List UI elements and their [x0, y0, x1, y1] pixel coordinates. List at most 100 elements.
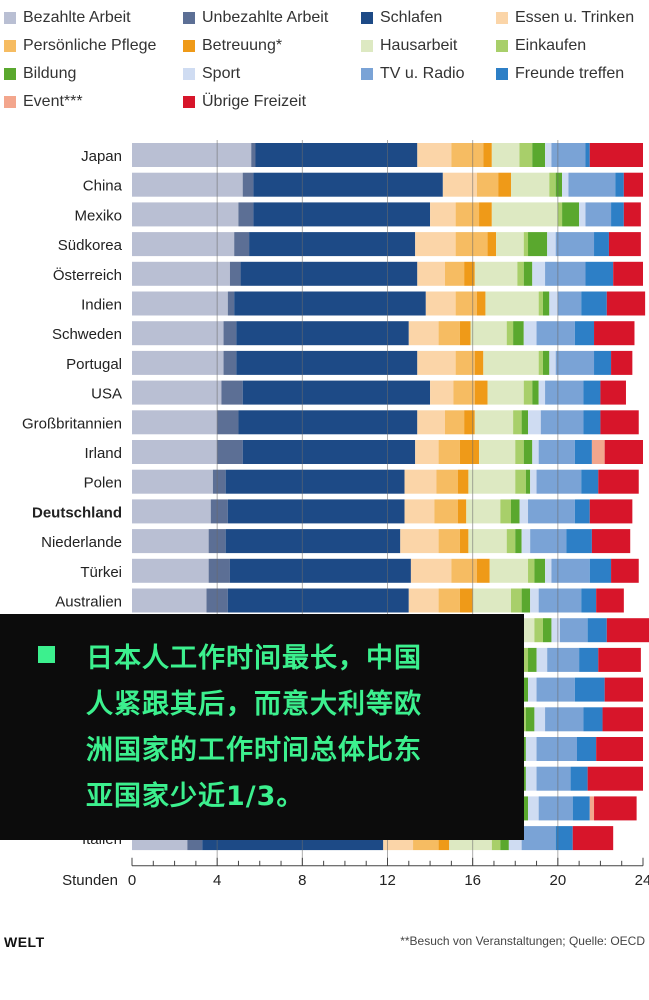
bar-segment [589, 143, 643, 167]
brand-logo: WELT [4, 934, 45, 950]
bar-segment [474, 261, 518, 286]
legend-item: Einkaufen [496, 36, 586, 56]
bar-segment [132, 380, 222, 405]
bar-segment [476, 291, 486, 316]
bar-segment [451, 143, 484, 167]
bar-segment [532, 440, 539, 464]
x-tick-label: 0 [128, 872, 136, 889]
bar-segment [521, 410, 529, 435]
bar-segment [600, 410, 639, 435]
bar-segment [132, 202, 239, 227]
bar-segment [468, 469, 516, 494]
bar-segment [415, 232, 456, 257]
bar-segment [536, 737, 577, 761]
bar-segment [240, 261, 418, 286]
bar-segment [545, 380, 584, 405]
bar-segment [404, 469, 437, 494]
bar-segment [555, 232, 595, 257]
bar-segment [417, 261, 445, 286]
bar-segment [547, 232, 556, 257]
bar-segment [623, 172, 643, 197]
bar-segment [574, 499, 590, 524]
category-label: Schweden [52, 326, 122, 343]
legend-swatch [4, 68, 16, 80]
bar-segment [536, 321, 575, 346]
legend-item: Essen u. Trinken [496, 8, 634, 28]
bar-segment [604, 440, 643, 464]
legend-swatch [361, 40, 373, 52]
bar-segment [557, 291, 582, 316]
bar-segment [474, 380, 488, 405]
bar-segment [430, 202, 456, 227]
caption-line-1: 日本人工作时间最长，中国 [86, 643, 422, 674]
bar-segment [523, 321, 537, 346]
bar-segment [615, 172, 624, 197]
bar-segment [581, 291, 607, 316]
legend-label: TV u. Radio [380, 65, 465, 82]
bar-segment [487, 232, 497, 257]
bar-segment [594, 350, 612, 375]
legend-item: Betreuung* [183, 36, 282, 56]
category-label: Indien [81, 297, 122, 314]
bar-segment [442, 172, 477, 197]
bar-segment [132, 558, 209, 583]
legend-label: Bezahlte Arbeit [23, 9, 131, 26]
bar-segment [596, 737, 643, 761]
bar-segment [227, 588, 409, 613]
legend-label: Event*** [23, 93, 83, 110]
bar-segment [468, 529, 507, 554]
bar-segment [132, 588, 207, 613]
bar-segment [457, 499, 467, 524]
bar-segment [464, 410, 475, 435]
bar-segment [459, 588, 473, 613]
bar-segment [459, 529, 469, 554]
bar-segment [472, 588, 511, 613]
legend-swatch [496, 40, 508, 52]
bar-segment [551, 143, 586, 167]
category-label: Mexiko [74, 207, 122, 224]
legend-label: Hausarbeit [380, 37, 458, 54]
bar-segment [223, 321, 237, 346]
bar-segment [534, 558, 546, 583]
legend-item: Persönliche Pflege [4, 36, 156, 56]
bar-segment [574, 677, 605, 702]
legend-swatch [183, 40, 195, 52]
bar-segment [483, 350, 539, 375]
caption-line-2: 人紧跟其后，而意大利等欧 [86, 689, 422, 720]
bar-segment [242, 380, 431, 405]
bar-segment [574, 440, 592, 464]
bar-segment [608, 232, 641, 257]
x-axis-label: Stunden [62, 872, 118, 889]
bar-segment [212, 469, 226, 494]
bar-segment [132, 291, 228, 316]
bar-segment [585, 143, 590, 167]
bar-segment [525, 766, 537, 791]
category-label: China [83, 178, 123, 195]
bar-segment [545, 261, 586, 286]
bar-segment [438, 321, 460, 346]
legend-label: Bildung [23, 65, 77, 82]
bar-segment [455, 202, 480, 227]
legend-swatch [183, 96, 195, 108]
bar-segment [611, 350, 633, 375]
bar-segment [611, 202, 624, 227]
bar-segment [242, 440, 416, 464]
bar-segment [225, 469, 405, 494]
bar-segment [415, 440, 439, 464]
bar-segment [236, 321, 409, 346]
bar-segment [598, 469, 639, 494]
bar-segment [506, 321, 514, 346]
bar-segment [525, 707, 535, 732]
bar-segment [559, 618, 588, 643]
bar-segment [513, 321, 524, 346]
bar-segment [585, 261, 614, 286]
bar-segment [436, 469, 458, 494]
bar-segment [572, 826, 614, 851]
bar-segment [528, 796, 539, 821]
bar-segment [581, 469, 599, 494]
bar-segment [417, 410, 445, 435]
legend-label: Freunde treffen [515, 65, 625, 82]
bar-segment [515, 469, 526, 494]
bar-segment [591, 440, 605, 464]
bar-segment [132, 143, 252, 167]
